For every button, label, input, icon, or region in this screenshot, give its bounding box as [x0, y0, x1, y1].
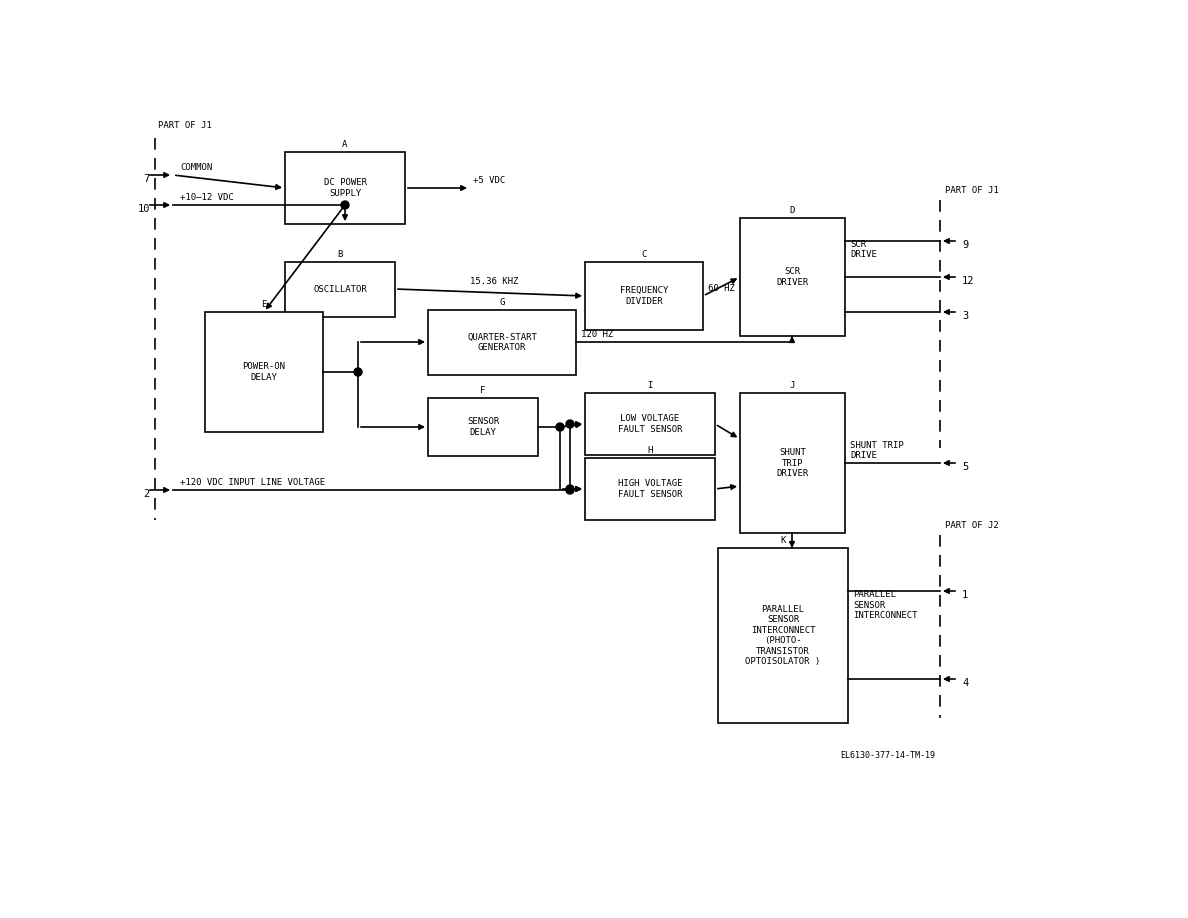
Text: 7: 7: [144, 174, 150, 184]
Bar: [740, 218, 845, 336]
Text: QUARTER-START
GENERATOR: QUARTER-START GENERATOR: [467, 333, 537, 353]
Text: C: C: [642, 250, 646, 259]
Text: H: H: [647, 446, 652, 455]
Text: 3: 3: [962, 311, 968, 321]
Text: K: K: [781, 536, 785, 545]
Text: E: E: [261, 300, 266, 309]
Text: B: B: [337, 250, 342, 259]
Bar: [718, 548, 848, 723]
Text: COMMON: COMMON: [181, 163, 213, 172]
Text: +5 VDC: +5 VDC: [473, 176, 505, 185]
Text: POWER-ON
DELAY: POWER-ON DELAY: [242, 363, 285, 382]
Text: 12: 12: [962, 276, 974, 286]
Text: LOW VOLTAGE
FAULT SENSOR: LOW VOLTAGE FAULT SENSOR: [618, 414, 682, 433]
Text: SCR
DRIVER: SCR DRIVER: [777, 267, 809, 286]
Text: FREQUENCY
DIVIDER: FREQUENCY DIVIDER: [620, 286, 668, 306]
Circle shape: [341, 201, 349, 209]
Bar: [285, 262, 394, 317]
Text: PARALLEL
SENSOR
INTERCONNECT
(PHOTO-
TRANSISTOR
OPTOISOLATOR ): PARALLEL SENSOR INTERCONNECT (PHOTO- TRA…: [745, 605, 821, 666]
Text: +120 VDC INPUT LINE VOLTAGE: +120 VDC INPUT LINE VOLTAGE: [181, 478, 326, 487]
Bar: [428, 398, 538, 456]
Text: G: G: [499, 298, 505, 307]
Text: A: A: [342, 140, 348, 149]
Circle shape: [354, 368, 362, 376]
Text: SHUNT TRIP
DRIVE: SHUNT TRIP DRIVE: [849, 441, 904, 460]
Text: 9: 9: [962, 240, 968, 250]
Text: I: I: [647, 381, 652, 390]
Text: SENSOR
DELAY: SENSOR DELAY: [467, 418, 499, 437]
Text: F: F: [480, 386, 486, 395]
Text: PART OF J2: PART OF J2: [944, 521, 999, 530]
Text: +10–12 VDC: +10–12 VDC: [181, 193, 234, 202]
Bar: [740, 393, 845, 533]
Text: 2: 2: [144, 489, 150, 499]
Text: PART OF J1: PART OF J1: [944, 186, 999, 195]
Bar: [206, 312, 323, 432]
Text: 10: 10: [138, 204, 150, 214]
Text: 1: 1: [962, 590, 968, 600]
Text: 4: 4: [962, 678, 968, 688]
Bar: [285, 152, 405, 224]
Bar: [584, 393, 715, 455]
Text: HIGH VOLTAGE
FAULT SENSOR: HIGH VOLTAGE FAULT SENSOR: [618, 479, 682, 498]
Circle shape: [565, 420, 574, 428]
Text: J: J: [790, 381, 795, 390]
Circle shape: [565, 486, 574, 494]
Bar: [584, 262, 703, 330]
Text: OSCILLATOR: OSCILLATOR: [314, 285, 367, 294]
Circle shape: [556, 423, 564, 431]
Bar: [584, 458, 715, 520]
Text: 120 HZ: 120 HZ: [581, 330, 613, 339]
Text: SHUNT
TRIP
DRIVER: SHUNT TRIP DRIVER: [777, 448, 809, 478]
Text: PARALLEL
SENSOR
INTERCONNECT: PARALLEL SENSOR INTERCONNECT: [853, 590, 917, 620]
Text: PART OF J1: PART OF J1: [158, 121, 211, 130]
Bar: [428, 310, 576, 375]
Text: SCR
DRIVE: SCR DRIVE: [849, 240, 877, 259]
Text: 60 HZ: 60 HZ: [708, 284, 735, 293]
Text: 5: 5: [962, 462, 968, 472]
Text: 15.36 KHZ: 15.36 KHZ: [470, 277, 518, 286]
Text: DC POWER
SUPPLY: DC POWER SUPPLY: [323, 178, 367, 197]
Circle shape: [565, 485, 574, 493]
Text: EL6130-377-14-TM-19: EL6130-377-14-TM-19: [840, 751, 935, 760]
Text: D: D: [790, 206, 795, 215]
